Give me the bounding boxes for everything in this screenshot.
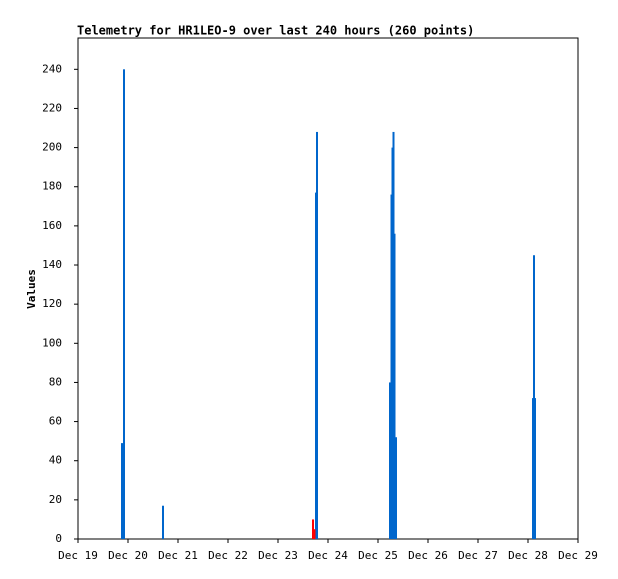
y-tick-label: 140: [42, 258, 62, 271]
x-tick-label: Dec 19: [58, 549, 98, 562]
y-tick-label: 100: [42, 336, 62, 349]
x-tick-label: Dec 22: [208, 549, 248, 562]
x-tick-label: Dec 26: [408, 549, 448, 562]
y-tick-label: 0: [55, 532, 62, 545]
bar: [313, 529, 316, 539]
x-tick-label: Dec 20: [108, 549, 148, 562]
y-axis-label: Values: [25, 269, 38, 309]
y-tick-label: 60: [49, 415, 62, 428]
y-tick-label: 160: [42, 219, 62, 232]
chart-title: Telemetry for HR1LEO-9 over last 240 hou…: [77, 24, 474, 38]
x-tick-label: Dec 27: [458, 549, 498, 562]
y-tick-label: 20: [49, 493, 62, 506]
y-tick-label: 120: [42, 297, 62, 310]
y-tick-label: 240: [42, 62, 62, 75]
bar: [316, 131, 318, 539]
y-tick-label: 80: [49, 375, 62, 388]
bar: [534, 398, 536, 539]
y-tick-label: 180: [42, 180, 62, 193]
y-tick-label: 200: [42, 141, 62, 154]
x-tick-label: Dec 24: [308, 549, 348, 562]
bar: [393, 233, 396, 539]
bar: [533, 255, 535, 539]
bar: [389, 382, 391, 539]
x-tick-label: Dec 29: [558, 549, 598, 562]
bar: [121, 443, 123, 539]
bar: [162, 505, 164, 539]
x-tick-label: Dec 25: [358, 549, 398, 562]
bar: [312, 519, 314, 539]
y-tick-label: 40: [49, 454, 62, 467]
bar: [123, 69, 125, 539]
x-tick-label: Dec 21: [158, 549, 198, 562]
plot-frame: [77, 37, 579, 540]
bar: [395, 437, 397, 539]
y-tick-label: 220: [42, 101, 62, 114]
x-tick-label: Dec 23: [258, 549, 298, 562]
x-tick-label: Dec 28: [508, 549, 548, 562]
